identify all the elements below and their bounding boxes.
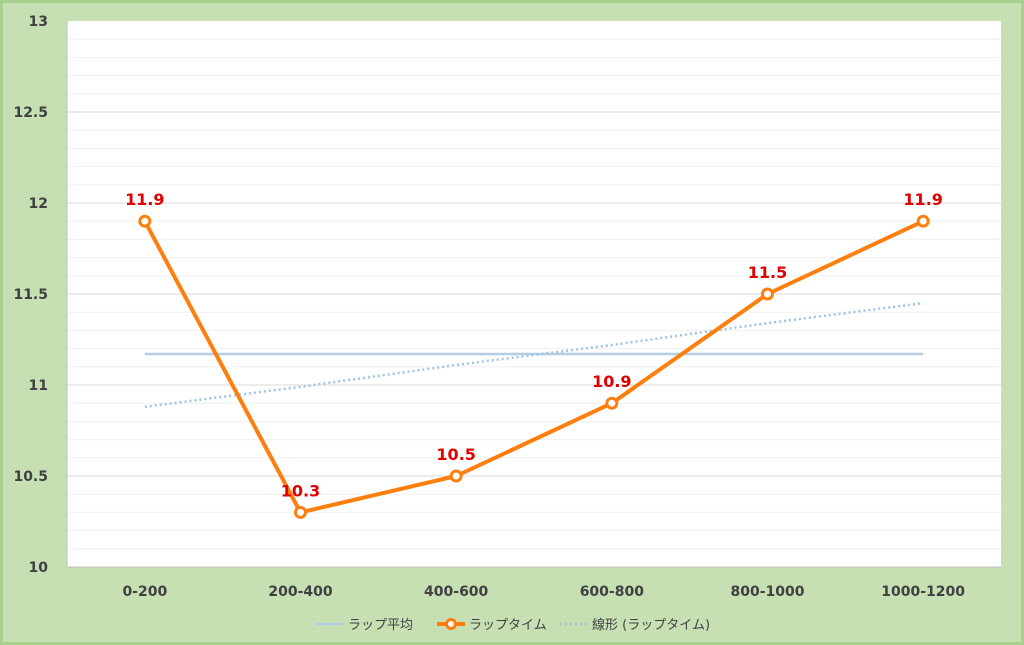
y-tick-label: 12 (29, 196, 48, 212)
data-point (294, 505, 307, 519)
x-tick-label: 200-400 (268, 584, 333, 600)
data-point (449, 469, 463, 483)
y-tick-label: 11.5 (13, 287, 48, 303)
legend-label: 線形 (ラップタイム) (592, 617, 710, 633)
x-axis-ticks: 0-200 200-400 400-600 600-800 800-1000 1000-1… (122, 584, 965, 600)
x-tick-label: 400-600 (424, 584, 489, 600)
y-tick-label: 13 (29, 14, 48, 30)
data-point (138, 214, 152, 228)
y-tick-label: 10.5 (13, 469, 48, 485)
legend: ラップ平均 ラップタイム 線形 (ラップタイム) (316, 617, 710, 633)
data-label: 11.9 (903, 190, 942, 209)
x-tick-label: 800-1000 (731, 584, 805, 600)
legend-label: ラップタイム (469, 618, 547, 633)
x-tick-label: 1000-1200 (881, 584, 965, 600)
x-tick-label: 0-200 (122, 584, 167, 600)
data-point (916, 214, 930, 228)
data-label: 10.9 (592, 372, 631, 391)
data-label: 10.5 (436, 445, 475, 464)
series-group: 11.9 10.3 10.5 10.9 11.5 11.9 (125, 190, 943, 519)
series-line-1 (143, 219, 925, 515)
legend-marker (445, 618, 457, 630)
y-tick-label: 11 (29, 378, 48, 394)
data-label: 11.9 (125, 190, 164, 209)
data-point (761, 287, 774, 301)
data-label: 11.5 (748, 263, 787, 282)
legend-label: ラップ平均 (348, 618, 413, 633)
series-line-2 (144, 301, 924, 409)
x-tick-label: 600-800 (580, 584, 645, 600)
y-tick-label: 10 (29, 560, 49, 576)
y-tick-label: 12.5 (13, 105, 48, 121)
data-point (605, 396, 619, 410)
y-axis-ticks: 10 10.5 11 11.5 12 12.5 13 (13, 14, 48, 576)
data-label: 10.3 (281, 481, 320, 500)
